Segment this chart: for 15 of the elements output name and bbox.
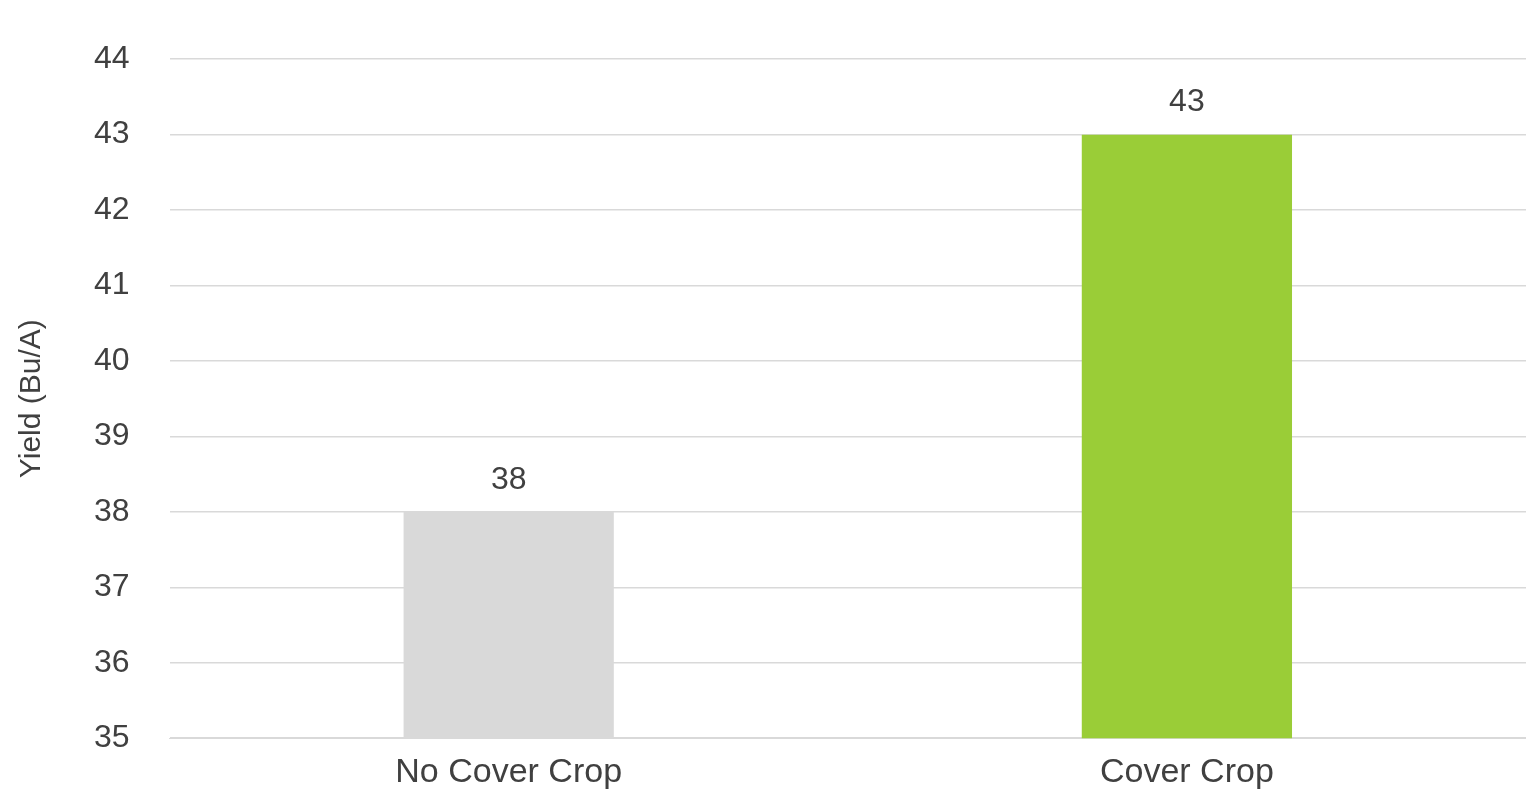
y-tick-label: 40 xyxy=(94,340,130,377)
y-tick-label: 36 xyxy=(94,642,130,679)
x-tick-label: Cover Crop xyxy=(1099,750,1274,789)
y-tick-label: 39 xyxy=(94,416,130,453)
y-tick-label: 43 xyxy=(94,114,130,151)
x-tick-label: No Cover Crop xyxy=(395,750,623,789)
data-label: 43 xyxy=(1169,82,1205,119)
y-tick-label: 42 xyxy=(94,189,130,226)
y-tick-label: 35 xyxy=(94,718,130,755)
y-axis-title: Yield (Bu/A) xyxy=(13,319,47,479)
data-label: 38 xyxy=(490,459,527,496)
y-tick-label: 38 xyxy=(94,491,130,528)
y-tick-label: 44 xyxy=(94,39,130,76)
y-tick-label: 37 xyxy=(94,567,130,604)
y-tick-label: 41 xyxy=(94,265,130,302)
